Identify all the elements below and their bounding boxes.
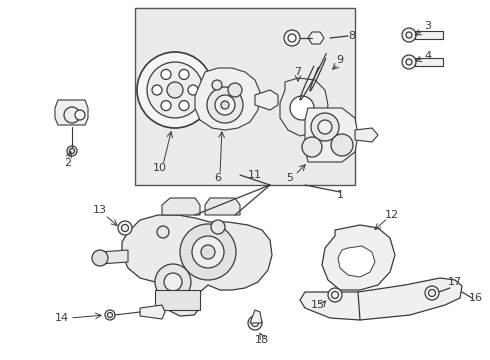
Polygon shape bbox=[205, 198, 240, 215]
Polygon shape bbox=[300, 278, 462, 320]
Circle shape bbox=[302, 137, 322, 157]
Circle shape bbox=[201, 245, 215, 259]
Circle shape bbox=[167, 82, 183, 98]
Polygon shape bbox=[355, 128, 378, 142]
Polygon shape bbox=[305, 108, 358, 162]
Polygon shape bbox=[195, 68, 260, 130]
Circle shape bbox=[105, 310, 115, 320]
Circle shape bbox=[328, 288, 342, 302]
Text: 12: 12 bbox=[385, 210, 399, 220]
Text: 5: 5 bbox=[287, 173, 294, 183]
Circle shape bbox=[147, 62, 203, 118]
Text: 8: 8 bbox=[348, 31, 356, 41]
Circle shape bbox=[290, 96, 314, 120]
Text: 4: 4 bbox=[424, 51, 432, 61]
Circle shape bbox=[179, 100, 189, 111]
Circle shape bbox=[157, 226, 169, 238]
Text: 2: 2 bbox=[65, 158, 72, 168]
Text: 14: 14 bbox=[55, 313, 69, 323]
Text: 7: 7 bbox=[294, 67, 301, 77]
Text: 13: 13 bbox=[93, 205, 107, 215]
Circle shape bbox=[188, 85, 198, 95]
Text: 15: 15 bbox=[311, 300, 325, 310]
Circle shape bbox=[331, 134, 353, 156]
Circle shape bbox=[207, 87, 243, 123]
Text: 3: 3 bbox=[424, 21, 432, 31]
Polygon shape bbox=[308, 32, 324, 44]
Circle shape bbox=[311, 113, 339, 141]
Circle shape bbox=[215, 95, 235, 115]
Circle shape bbox=[137, 52, 213, 128]
Text: 10: 10 bbox=[153, 163, 167, 173]
Text: 18: 18 bbox=[255, 335, 269, 345]
Circle shape bbox=[192, 236, 224, 268]
Circle shape bbox=[228, 83, 242, 97]
Circle shape bbox=[402, 55, 416, 69]
Circle shape bbox=[284, 30, 300, 46]
Circle shape bbox=[75, 110, 85, 120]
Text: 1: 1 bbox=[337, 190, 343, 200]
Circle shape bbox=[212, 80, 222, 90]
Polygon shape bbox=[162, 198, 200, 215]
Circle shape bbox=[67, 146, 77, 156]
Circle shape bbox=[92, 250, 108, 266]
Polygon shape bbox=[100, 250, 128, 264]
Text: 11: 11 bbox=[248, 170, 262, 180]
Bar bbox=[135, 8, 355, 185]
Text: 6: 6 bbox=[215, 173, 221, 183]
Circle shape bbox=[402, 28, 416, 42]
Polygon shape bbox=[255, 90, 278, 110]
Polygon shape bbox=[155, 290, 200, 310]
Circle shape bbox=[180, 224, 236, 280]
Circle shape bbox=[64, 107, 80, 123]
Circle shape bbox=[155, 264, 191, 300]
Polygon shape bbox=[55, 100, 88, 125]
Text: 17: 17 bbox=[448, 277, 462, 287]
Circle shape bbox=[318, 120, 332, 134]
Text: 9: 9 bbox=[337, 55, 343, 65]
Polygon shape bbox=[322, 225, 395, 290]
Text: 16: 16 bbox=[469, 293, 483, 303]
Circle shape bbox=[161, 69, 171, 80]
Circle shape bbox=[221, 101, 229, 109]
Circle shape bbox=[425, 286, 439, 300]
Circle shape bbox=[179, 69, 189, 80]
Circle shape bbox=[161, 100, 171, 111]
Circle shape bbox=[248, 316, 262, 330]
Polygon shape bbox=[122, 215, 272, 316]
Polygon shape bbox=[250, 310, 262, 323]
Circle shape bbox=[118, 221, 132, 235]
Polygon shape bbox=[415, 58, 443, 66]
Polygon shape bbox=[280, 78, 328, 136]
Polygon shape bbox=[140, 305, 165, 319]
Circle shape bbox=[211, 220, 225, 234]
Polygon shape bbox=[338, 246, 375, 277]
Circle shape bbox=[164, 273, 182, 291]
Circle shape bbox=[152, 85, 162, 95]
Polygon shape bbox=[415, 31, 443, 39]
